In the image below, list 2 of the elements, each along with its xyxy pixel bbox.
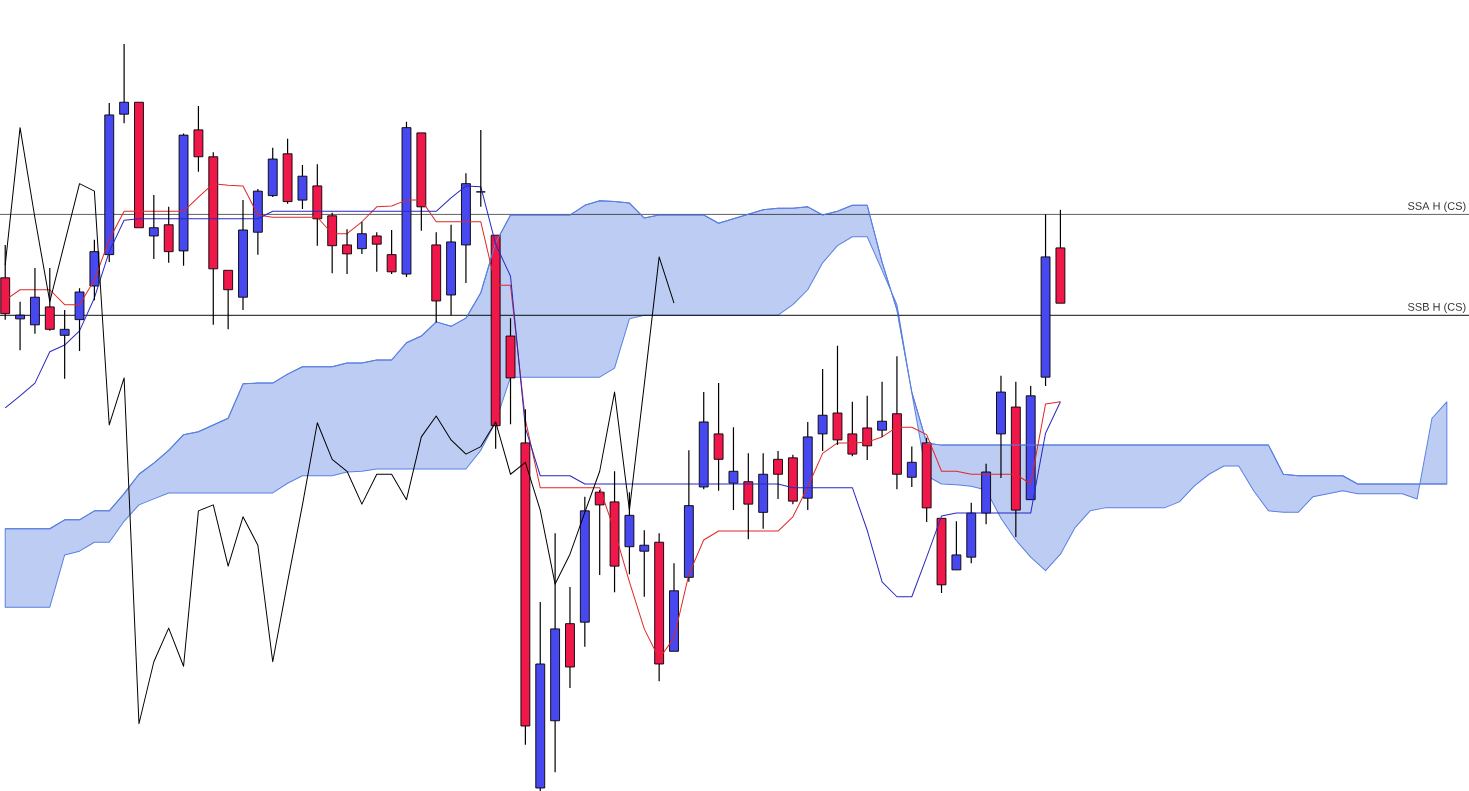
ref-line-label: SSA H (CS) (1408, 201, 1466, 213)
ref-line-label: SSB H (CS) (1408, 302, 1466, 313)
